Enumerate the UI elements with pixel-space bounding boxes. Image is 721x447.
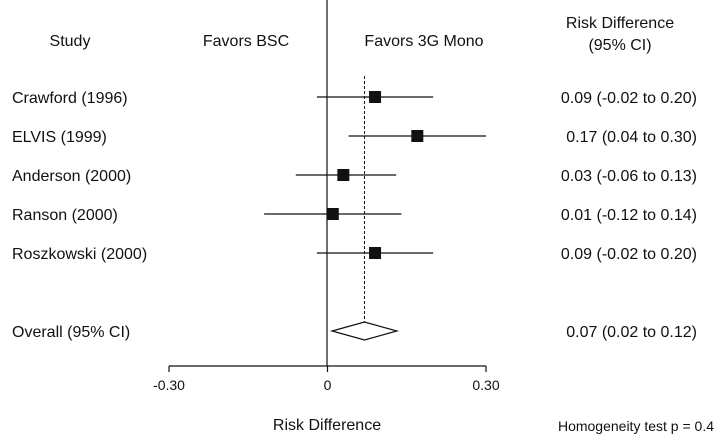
point-estimate-marker [337,169,350,181]
favors-right-label: Favors 3G Mono [364,33,483,50]
effect-column-header: Risk Difference [566,15,674,32]
homogeneity-test-note: Homogeneity test p = 0.4 [558,418,714,434]
x-tick-label: 0 [324,377,332,393]
study-rows: Crawford (1996) 0.09 (-0.02 to 0.20) ELVIS… [12,90,697,263]
overall-diamond [329,321,400,341]
study-name: Anderson (2000) [12,168,131,185]
study-name: Roszkowski (2000) [12,246,147,263]
study-row: Crawford (1996) 0.09 (-0.02 to 0.20) [12,90,697,107]
study-name: ELVIS (1999) [12,129,107,146]
study-effect-label: 0.09 (-0.02 to 0.20) [561,246,697,263]
overall-row: Overall (95% CI) 0.07 (0.02 to 0.12) [12,321,697,341]
study-effect-label: 0.17 (0.04 to 0.30) [566,129,697,146]
study-effect-label: 0.01 (-0.12 to 0.14) [561,207,697,224]
x-axis-label: Risk Difference [273,417,381,434]
point-estimate-marker [326,208,339,220]
favors-left-label: Favors BSC [203,33,289,50]
study-column-header: Study [50,33,91,50]
x-tick-label: -0.30 [153,377,185,393]
study-name: Ranson (2000) [12,207,118,224]
study-row: Roszkowski (2000) 0.09 (-0.02 to 0.20) [12,246,697,263]
point-estimate-marker [369,91,382,103]
overall-name: Overall (95% CI) [12,324,130,341]
point-estimate-marker [411,130,424,142]
study-effect-label: 0.09 (-0.02 to 0.20) [561,90,697,107]
study-row: Ranson (2000) 0.01 (-0.12 to 0.14) [12,207,697,224]
overall-effect-label: 0.07 (0.02 to 0.12) [566,324,697,341]
x-axis-ticks: -0.30 0 0.30 [153,366,500,393]
study-row: ELVIS (1999) 0.17 (0.04 to 0.30) [12,129,697,146]
study-row: Anderson (2000) 0.03 (-0.06 to 0.13) [12,168,697,185]
effect-column-subheader: (95% CI) [588,37,651,54]
point-estimate-marker [369,247,382,259]
study-name: Crawford (1996) [12,90,128,107]
study-effect-label: 0.03 (-0.06 to 0.13) [561,168,697,185]
x-tick-label: 0.30 [472,377,499,393]
